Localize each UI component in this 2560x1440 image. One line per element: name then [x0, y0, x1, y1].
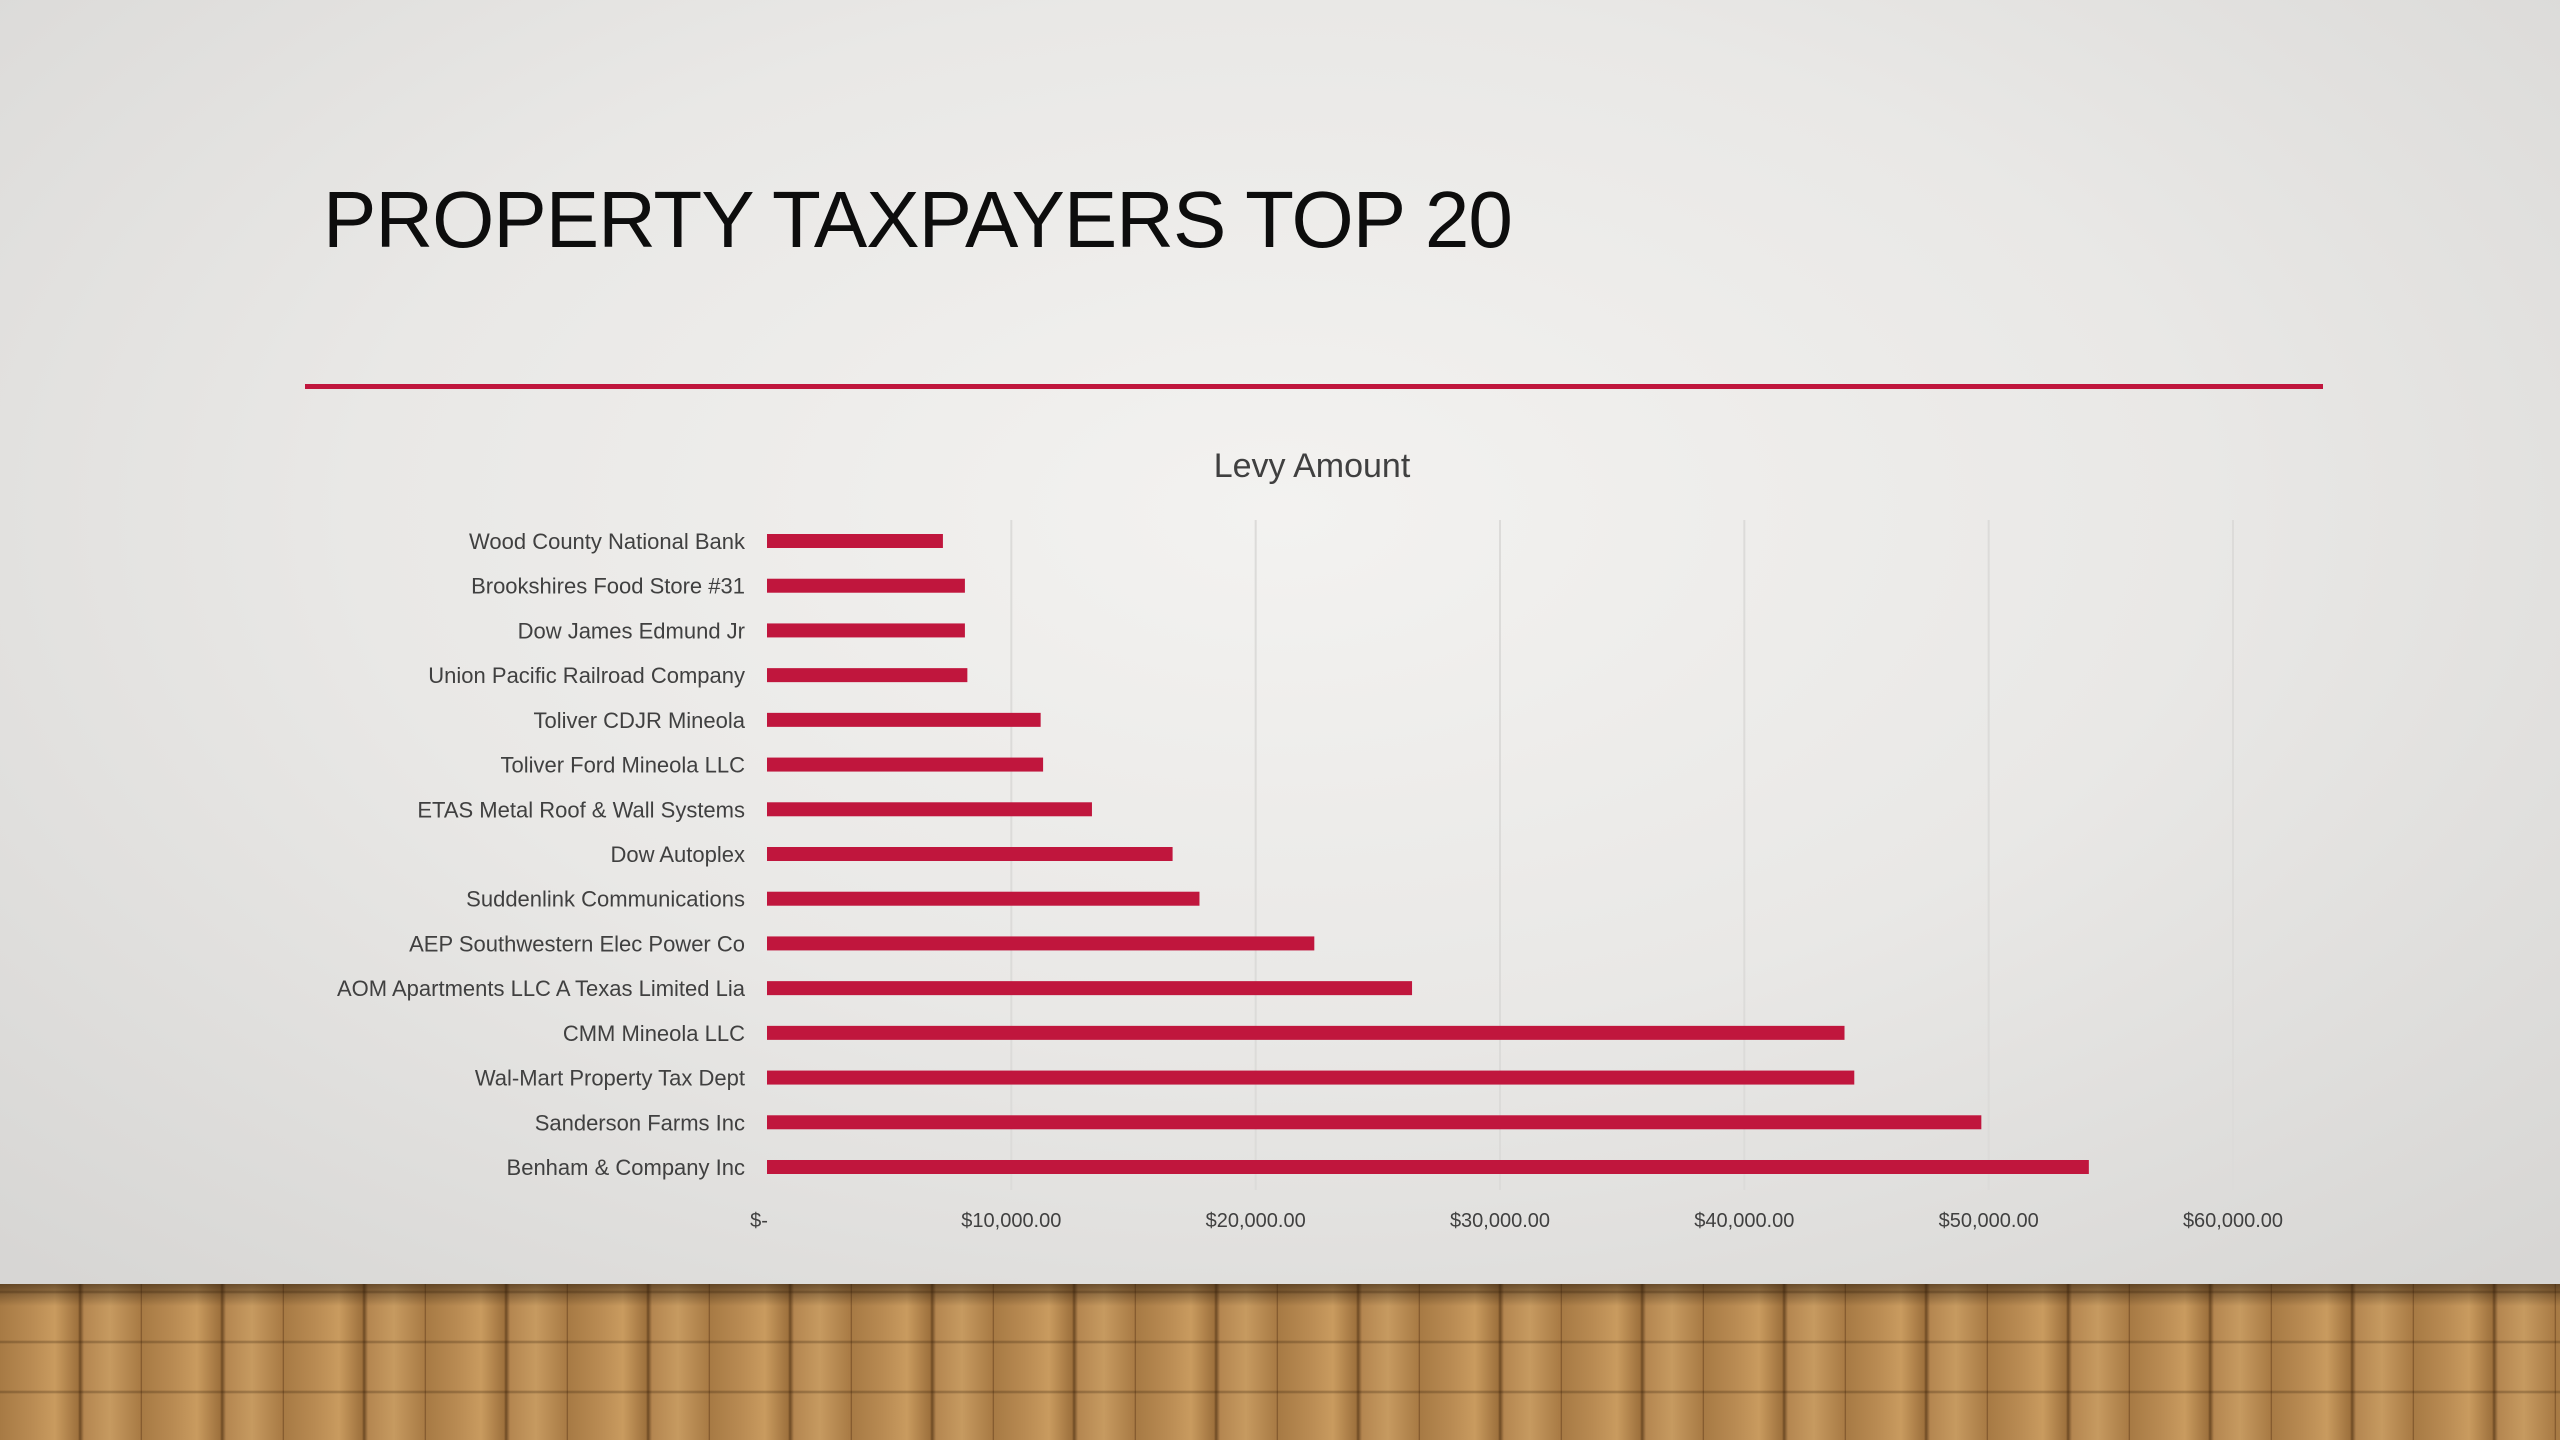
bar: [767, 891, 1200, 906]
bar: [767, 802, 1092, 817]
bar: [767, 936, 1315, 951]
category-label: Brookshires Food Store #31: [471, 574, 745, 599]
x-tick-labels: $- $10,000.00 $20,000.00 $30,000.00 $40,000.…: [750, 1210, 2283, 1232]
bar: [767, 981, 1413, 996]
category-label: Benham & Company Inc: [507, 1155, 745, 1180]
slide-background: [0, 0, 2560, 1284]
category-label: ETAS Metal Roof & Wall Systems: [417, 797, 745, 822]
gridlines: [1010, 520, 2234, 1190]
bar: [767, 847, 1173, 861]
category-label: Suddenlink Communications: [466, 887, 745, 912]
category-label: Wood County National Bank: [469, 529, 746, 554]
bar: [767, 623, 965, 638]
levy-bar-chart: Levy Amount Wood County National Bank Bro…: [337, 447, 2283, 1232]
category-label: Dow Autoplex: [610, 842, 745, 867]
bar: [767, 578, 965, 593]
x-tick-label: $10,000.00: [961, 1210, 1061, 1232]
x-tick-label: $-: [750, 1210, 768, 1232]
category-label: Wal-Mart Property Tax Dept: [475, 1066, 745, 1091]
x-tick-label: $50,000.00: [1939, 1210, 2039, 1232]
bars: [767, 534, 2089, 1174]
category-label: AEP Southwestern Elec Power Co: [409, 931, 745, 956]
title-divider: [305, 384, 2323, 389]
wood-floor: [0, 1284, 2560, 1440]
bar: [767, 1025, 1845, 1040]
category-label: CMM Mineola LLC: [563, 1021, 745, 1046]
bar: [767, 1115, 1982, 1130]
category-label: Union Pacific Railroad Company: [428, 663, 745, 688]
category-label: Dow James Edmund Jr: [518, 618, 745, 643]
chart-title: Levy Amount: [1214, 447, 1411, 485]
bar: [767, 1160, 2089, 1174]
x-tick-label: $30,000.00: [1450, 1210, 1550, 1232]
category-label: Sanderson Farms Inc: [535, 1110, 745, 1135]
bar: [767, 757, 1044, 772]
category-label: AOM Apartments LLC A Texas Limited Lia: [337, 976, 746, 1001]
slide-title: PROPERTY TAXPAYERS TOP 20: [323, 175, 1513, 264]
category-labels: Wood County National Bank Brookshires Foo…: [337, 529, 746, 1180]
x-tick-label: $40,000.00: [1694, 1210, 1794, 1232]
bar: [767, 712, 1041, 727]
x-tick-label: $60,000.00: [2183, 1210, 2283, 1232]
bar: [767, 534, 943, 548]
category-label: Toliver Ford Mineola LLC: [500, 753, 745, 778]
bar: [767, 1070, 1855, 1085]
category-label: Toliver CDJR Mineola: [533, 708, 745, 733]
bar: [767, 668, 968, 683]
x-tick-label: $20,000.00: [1206, 1210, 1306, 1232]
